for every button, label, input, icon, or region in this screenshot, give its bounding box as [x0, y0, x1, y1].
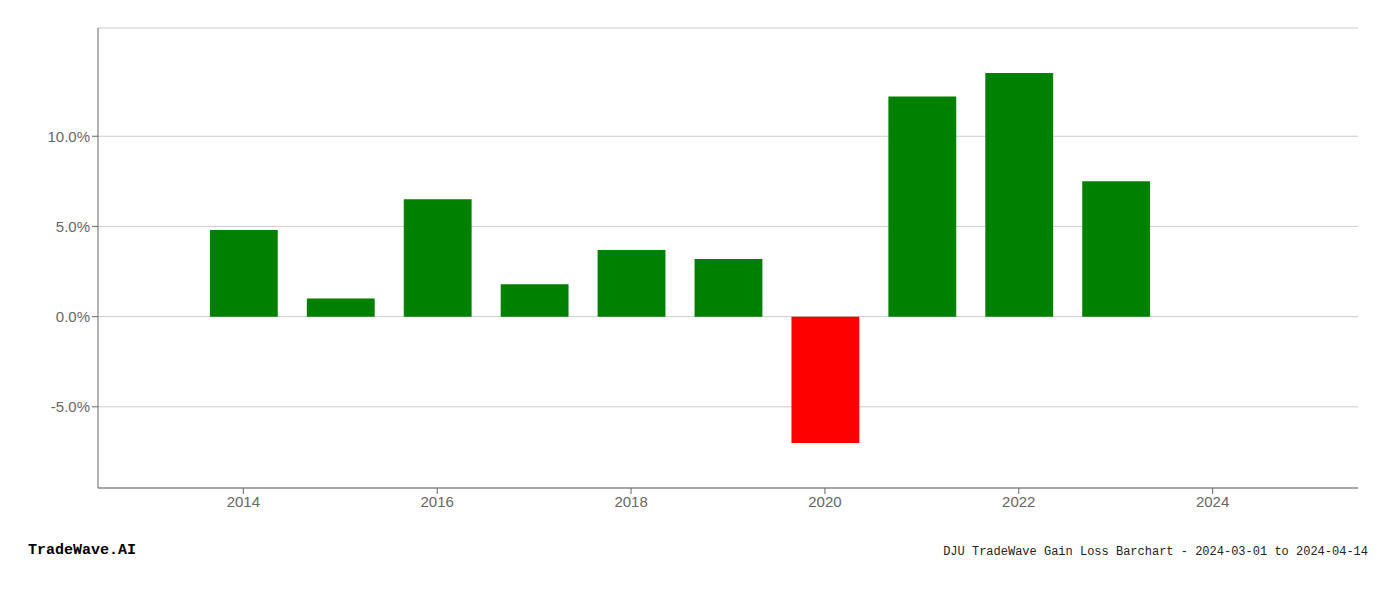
svg-text:10.0%: 10.0%: [47, 128, 90, 145]
svg-text:2024: 2024: [1196, 493, 1229, 510]
svg-text:2016: 2016: [421, 493, 454, 510]
svg-text:5.0%: 5.0%: [56, 218, 90, 235]
svg-text:2022: 2022: [1002, 493, 1035, 510]
svg-text:0.0%: 0.0%: [56, 308, 90, 325]
svg-text:2018: 2018: [614, 493, 647, 510]
html-text:DJU TradeWave Gain Loss Barcha: DJU TradeWave Gain Loss Barchart - 2024-…: [943, 545, 1368, 559]
svg-text:2014: 2014: [227, 493, 260, 510]
html-text:TradeWave.AI: TradeWave.AI: [28, 542, 136, 559]
svg-text:-5.0%: -5.0%: [51, 398, 90, 415]
svg-text:2020: 2020: [808, 493, 841, 510]
